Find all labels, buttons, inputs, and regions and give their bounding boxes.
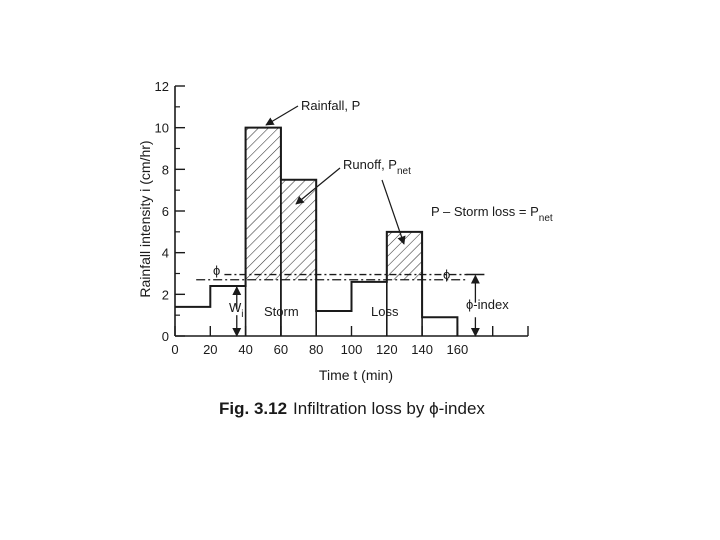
annotation-phi-index: ϕ-index — [466, 297, 509, 312]
y-tick-label-4: 8 — [162, 162, 169, 177]
arrow-runoff-2 — [381, 179, 406, 245]
x-tick-label-5: 100 — [341, 342, 363, 357]
runoff-area-2 — [245, 127, 281, 280]
annotation-w: Wi — [229, 300, 244, 320]
y-tick-label-5: 10 — [155, 121, 169, 136]
x-tick-label-1: 20 — [203, 342, 217, 357]
annotation-runoff-sub: net — [397, 166, 411, 177]
annotation-phi-right: ϕ — [443, 267, 450, 282]
annotation-w-main: W — [229, 300, 242, 315]
annotation-runoff-main: Runoff, P — [343, 157, 397, 172]
axes — [174, 85, 529, 337]
annotation-equation-sub: net — [539, 213, 553, 224]
hyetograph — [175, 126, 459, 336]
annotation-equation-main: P – Storm loss = P — [431, 204, 539, 219]
arrow-runoff-1 — [295, 167, 341, 205]
x-axis-title: Time t (min) — [319, 367, 393, 383]
runoff-area-6 — [386, 231, 423, 280]
annotation-storm: Storm — [264, 304, 299, 319]
x-tick-label-4: 80 — [309, 342, 323, 357]
figure-caption: Fig. 3.12 Infiltration loss by ϕ-index — [219, 399, 485, 418]
runoff-areas — [245, 127, 423, 280]
x-tick-label-3: 60 — [274, 342, 288, 357]
y-axis-title: Rainfall intensity i (cm/hr) — [137, 140, 153, 297]
annotation-w-sub: i — [241, 309, 243, 320]
caption-text: Infiltration loss by ϕ-index — [293, 399, 485, 418]
x-tick-label-0: 0 — [171, 342, 178, 357]
y-tick-label-1: 2 — [162, 287, 169, 302]
y-tick-label-0: 0 — [162, 329, 169, 344]
caption-prefix: Fig. 3.12 — [219, 399, 287, 418]
index-lines — [196, 273, 485, 337]
y-tick-label-2: 4 — [162, 246, 169, 261]
x-tick-label-7: 140 — [411, 342, 433, 357]
annotation-loss: Loss — [371, 304, 399, 319]
annotation-equation: P – Storm loss = Pnet — [431, 204, 553, 224]
y-tick-label-3: 6 — [162, 204, 169, 219]
arrow-rainfall — [265, 105, 299, 126]
runoff-area-3 — [280, 179, 317, 280]
y-tick-labels: 0 2 4 6 8 10 12 — [155, 79, 169, 344]
x-tick-labels: 0 20 40 60 80 100 120 140 160 — [171, 342, 468, 357]
annotation-phi-left: ϕ — [213, 263, 220, 278]
x-tick-label-2: 40 — [238, 342, 252, 357]
y-tick-label-6: 12 — [155, 79, 169, 94]
x-tick-label-8: 160 — [447, 342, 469, 357]
annotation-runoff: Runoff, Pnet — [343, 157, 411, 177]
x-tick-label-6: 120 — [376, 342, 398, 357]
annotation-rainfall: Rainfall, P — [301, 98, 360, 113]
